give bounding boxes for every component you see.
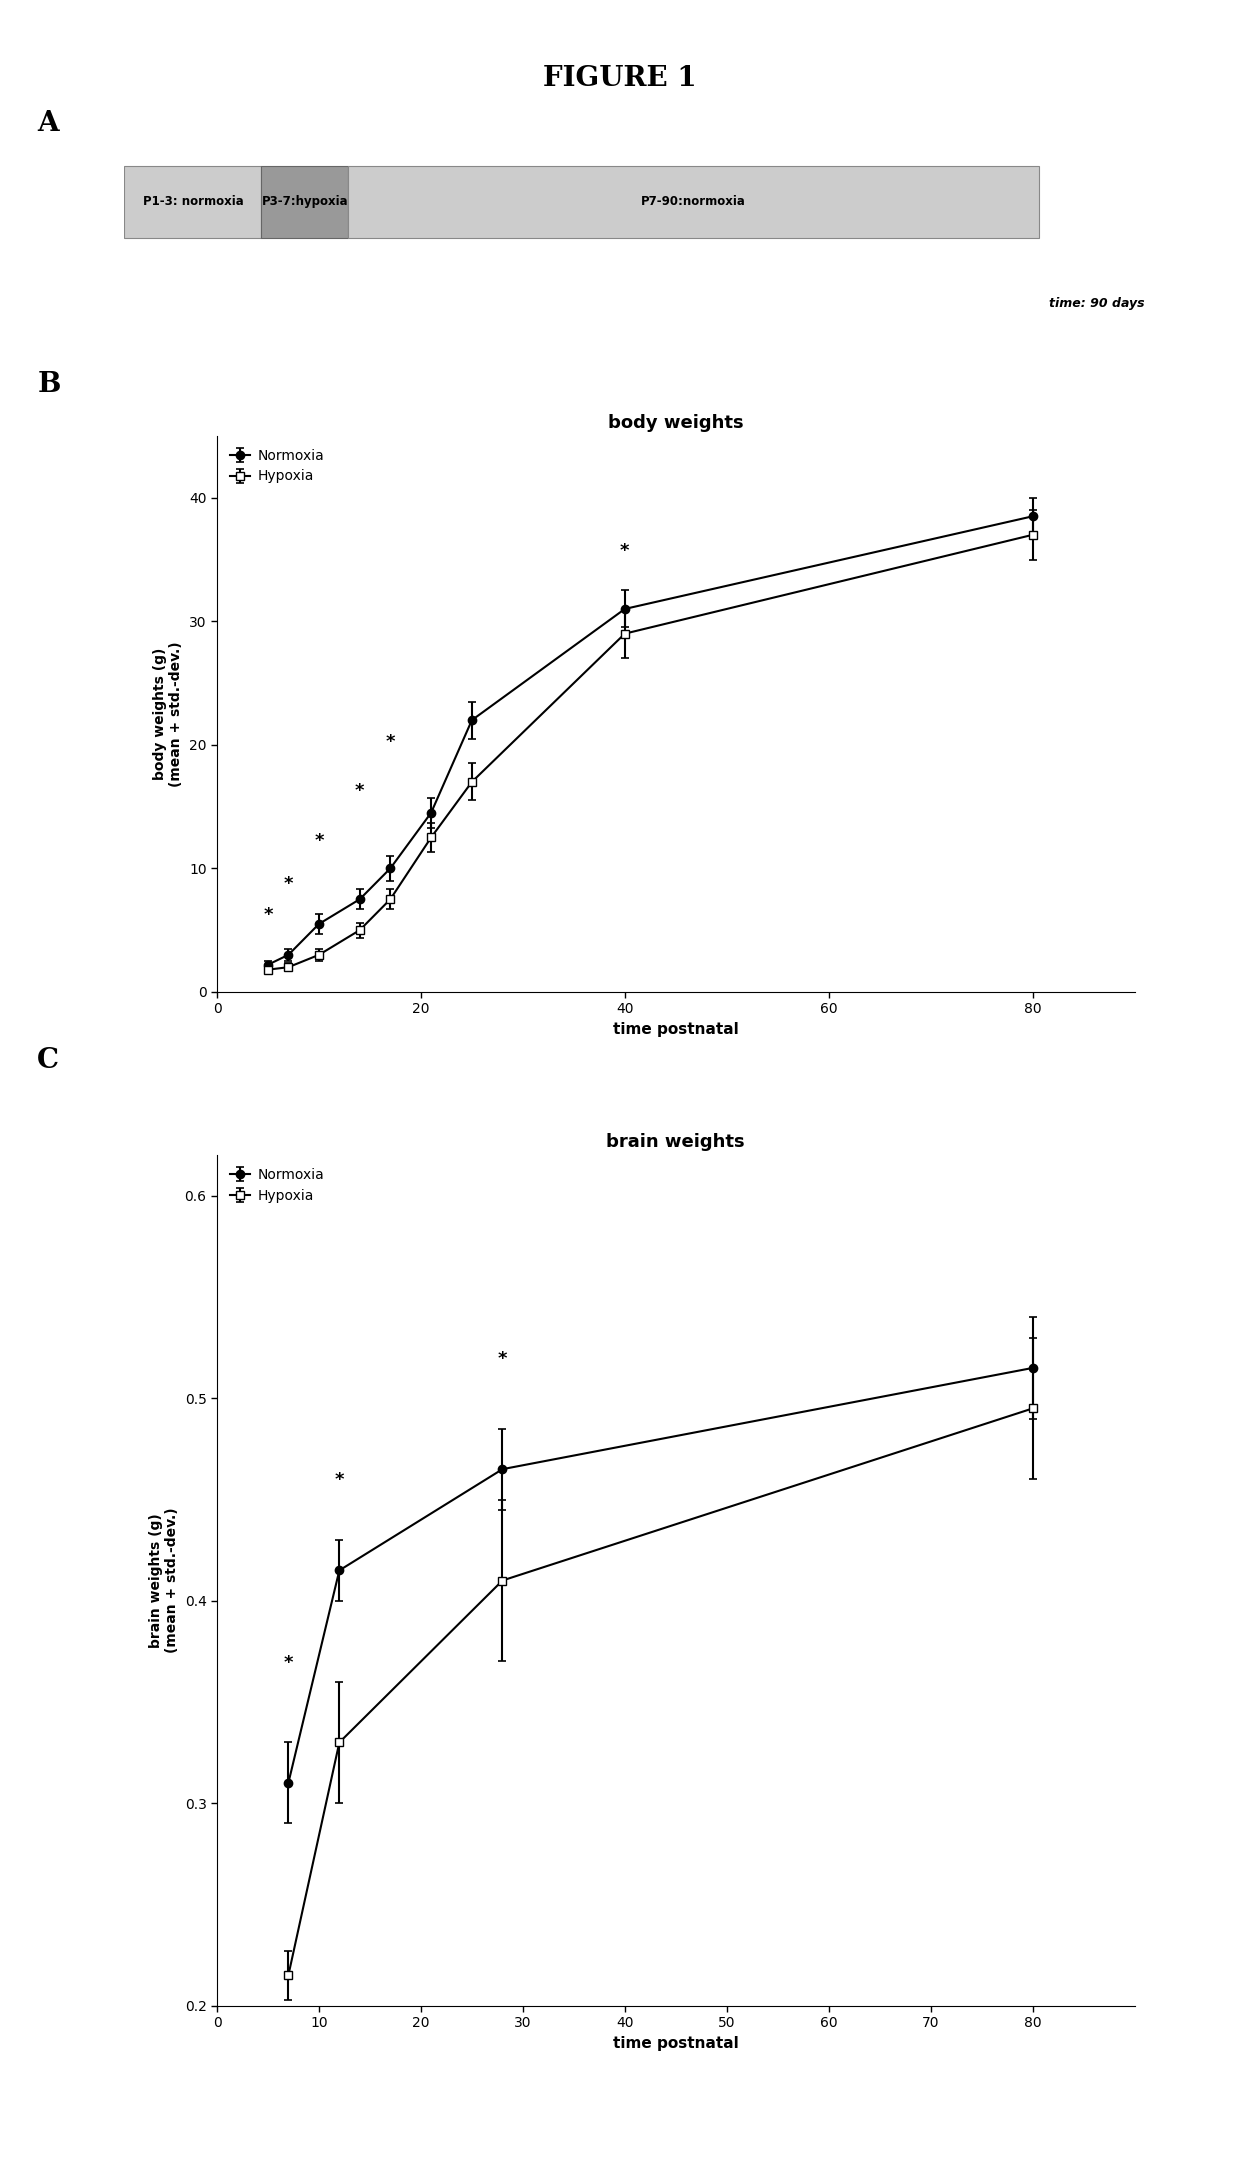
Text: P1-3: normoxia: P1-3: normoxia: [143, 196, 243, 207]
Text: *: *: [284, 1655, 293, 1672]
Text: C: C: [37, 1046, 60, 1075]
X-axis label: time postnatal: time postnatal: [613, 1022, 739, 1038]
Text: *: *: [263, 907, 273, 924]
Bar: [124, 166, 262, 238]
Text: *: *: [335, 1472, 343, 1489]
Text: FIGURE 1: FIGURE 1: [543, 65, 697, 92]
Text: P7-90:normoxia: P7-90:normoxia: [641, 196, 745, 207]
Bar: [347, 166, 1039, 238]
X-axis label: time postnatal: time postnatal: [613, 2036, 739, 2051]
Title: brain weights: brain weights: [606, 1134, 745, 1151]
Title: body weights: body weights: [608, 414, 744, 432]
Y-axis label: body weights (g)
(mean + std.-dev.): body weights (g) (mean + std.-dev.): [154, 641, 184, 787]
Text: B: B: [37, 371, 61, 399]
Legend: Normoxia, Hypoxia: Normoxia, Hypoxia: [224, 443, 330, 488]
Text: *: *: [314, 833, 324, 850]
Text: time: 90 days: time: 90 days: [1049, 296, 1145, 310]
Text: *: *: [284, 874, 293, 894]
Text: *: *: [386, 732, 396, 750]
Text: A: A: [37, 109, 58, 137]
Text: *: *: [355, 783, 365, 800]
Text: *: *: [620, 541, 630, 560]
Bar: [262, 166, 347, 238]
Legend: Normoxia, Hypoxia: Normoxia, Hypoxia: [224, 1162, 330, 1208]
Text: *: *: [497, 1349, 507, 1369]
Y-axis label: brain weights (g)
(mean + std.-dev.): brain weights (g) (mean + std.-dev.): [149, 1509, 179, 1652]
Text: P3-7:hypoxia: P3-7:hypoxia: [262, 196, 348, 207]
